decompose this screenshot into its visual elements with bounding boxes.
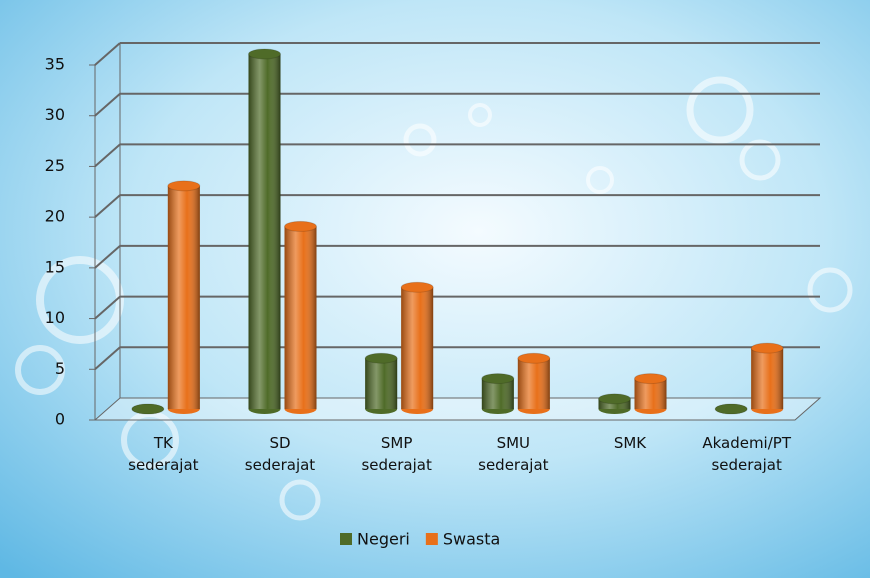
x-tick-label: SMU sederajat bbox=[478, 434, 549, 474]
grid-line-side bbox=[94, 42, 121, 66]
x-tick-label: TK sederajat bbox=[128, 434, 199, 474]
bar-top bbox=[517, 352, 551, 364]
bar bbox=[481, 373, 515, 414]
grid-line-side bbox=[94, 194, 121, 218]
grid-line-side bbox=[94, 295, 121, 320]
bar-top bbox=[284, 220, 317, 232]
bar-shade bbox=[365, 358, 398, 409]
y-tick-label: 5 bbox=[55, 359, 65, 378]
grid-line-side bbox=[94, 92, 121, 117]
bar bbox=[714, 403, 748, 415]
background-bubbles bbox=[15, 76, 853, 521]
bar bbox=[167, 180, 201, 414]
y-tick-label: 10 bbox=[45, 308, 65, 327]
bar-shade bbox=[481, 378, 514, 409]
bar bbox=[598, 393, 631, 414]
bar-shade bbox=[517, 358, 550, 409]
x-tick-label: SMP sederajat bbox=[361, 434, 432, 474]
y-tick-label: 30 bbox=[45, 105, 65, 124]
bar-top bbox=[248, 48, 281, 60]
x-tick-label: Akademi/PT sederajat bbox=[702, 434, 791, 474]
bar bbox=[517, 352, 551, 414]
x-tick-label: SD sederajat bbox=[244, 434, 316, 474]
grid-line-side bbox=[94, 143, 121, 168]
bar-top bbox=[400, 281, 434, 293]
bar bbox=[131, 403, 165, 415]
y-tick-label: 35 bbox=[45, 55, 65, 74]
legend-label: Swasta bbox=[443, 530, 500, 549]
grid-line-side bbox=[94, 346, 121, 371]
bar-shade bbox=[248, 54, 281, 409]
bar-top bbox=[167, 180, 201, 192]
y-tick-label: 25 bbox=[45, 156, 65, 175]
bar-top bbox=[634, 373, 667, 385]
bar-shade bbox=[751, 348, 784, 409]
bar bbox=[634, 373, 667, 414]
bar-shade bbox=[401, 287, 434, 409]
bar-top bbox=[598, 393, 631, 405]
legend-label: Negeri bbox=[357, 530, 410, 549]
bar-shade bbox=[167, 185, 200, 409]
bar-shade bbox=[284, 226, 317, 409]
y-tick-label: 20 bbox=[45, 207, 65, 226]
y-tick-label: 15 bbox=[45, 257, 65, 276]
bar-top bbox=[750, 342, 784, 354]
bar bbox=[364, 352, 398, 414]
bar-top bbox=[131, 403, 165, 415]
bar-top bbox=[481, 373, 515, 385]
bar bbox=[400, 281, 434, 414]
bar bbox=[248, 48, 281, 414]
bar bbox=[750, 342, 784, 414]
bar-top bbox=[714, 403, 748, 415]
bar bbox=[284, 220, 317, 414]
legend-swatch bbox=[340, 533, 352, 545]
bar-shade bbox=[634, 378, 667, 409]
legend-swatch bbox=[425, 533, 438, 545]
floor bbox=[93, 397, 822, 421]
grid-line-side bbox=[94, 245, 121, 269]
y-tick-label: 0 bbox=[55, 410, 65, 429]
x-tick-label: SMK bbox=[613, 434, 647, 452]
bar-top bbox=[364, 352, 398, 364]
bar-shade bbox=[598, 398, 631, 409]
